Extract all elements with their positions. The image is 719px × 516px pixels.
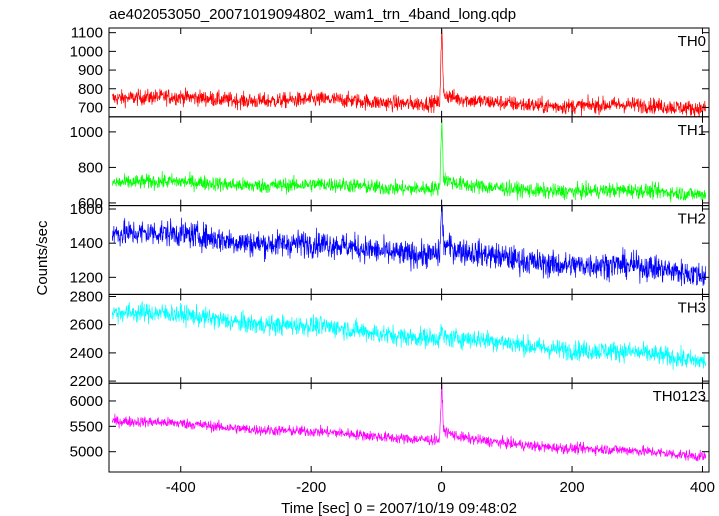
y-tick-label: 2800: [70, 289, 103, 306]
y-tick-label: 2400: [70, 345, 103, 362]
y-axis-label: Counts/sec: [34, 220, 51, 296]
x-tick-label: 0: [437, 479, 445, 496]
y-tick-label: 1100: [71, 25, 103, 42]
x-tick-label: -200: [296, 479, 326, 496]
y-tick-label: 2200: [70, 373, 103, 390]
series-line-th0: [111, 29, 707, 117]
series-line-th2: [111, 205, 707, 287]
y-tick-label: 5000: [70, 444, 103, 461]
x-tick-label: -400: [166, 479, 196, 496]
y-tick-label: 1400: [70, 235, 103, 252]
panel-frame: [108, 293, 710, 384]
series-line-th3: [111, 300, 707, 370]
panel-label: TH0: [678, 33, 706, 50]
y-tick-label: 1000: [70, 43, 103, 60]
y-tick-label: 1200: [70, 269, 103, 286]
x-tick-label: 200: [560, 479, 585, 496]
y-tick-label: 2600: [70, 317, 103, 334]
panel-frame: [108, 382, 710, 473]
y-tick-label: 6000: [70, 393, 103, 410]
y-tick-label: 5500: [70, 418, 103, 435]
chart-title: ae402053050_20071019094802_wam1_trn_4ban…: [109, 6, 516, 23]
y-tick-label: 900: [78, 62, 103, 79]
panel-label: TH3: [678, 299, 706, 316]
y-tick-label: 800: [78, 81, 103, 98]
x-axis-label: Time [sec] 0 = 2007/10/19 09:48:02: [281, 500, 517, 516]
x-tick-label: 400: [690, 479, 715, 496]
y-tick-label: 1600: [70, 201, 103, 218]
series-line-th1: [111, 119, 707, 203]
y-tick-label: 800: [78, 159, 103, 176]
y-tick-label: 700: [78, 99, 103, 116]
y-tick-label: 600: [78, 195, 103, 212]
panel-label: TH0123: [653, 388, 706, 405]
series-line-th0123: [111, 383, 707, 462]
y-tick-label: 1000: [70, 124, 103, 141]
panel-label: TH2: [678, 211, 706, 228]
panel-label: TH1: [678, 122, 706, 139]
